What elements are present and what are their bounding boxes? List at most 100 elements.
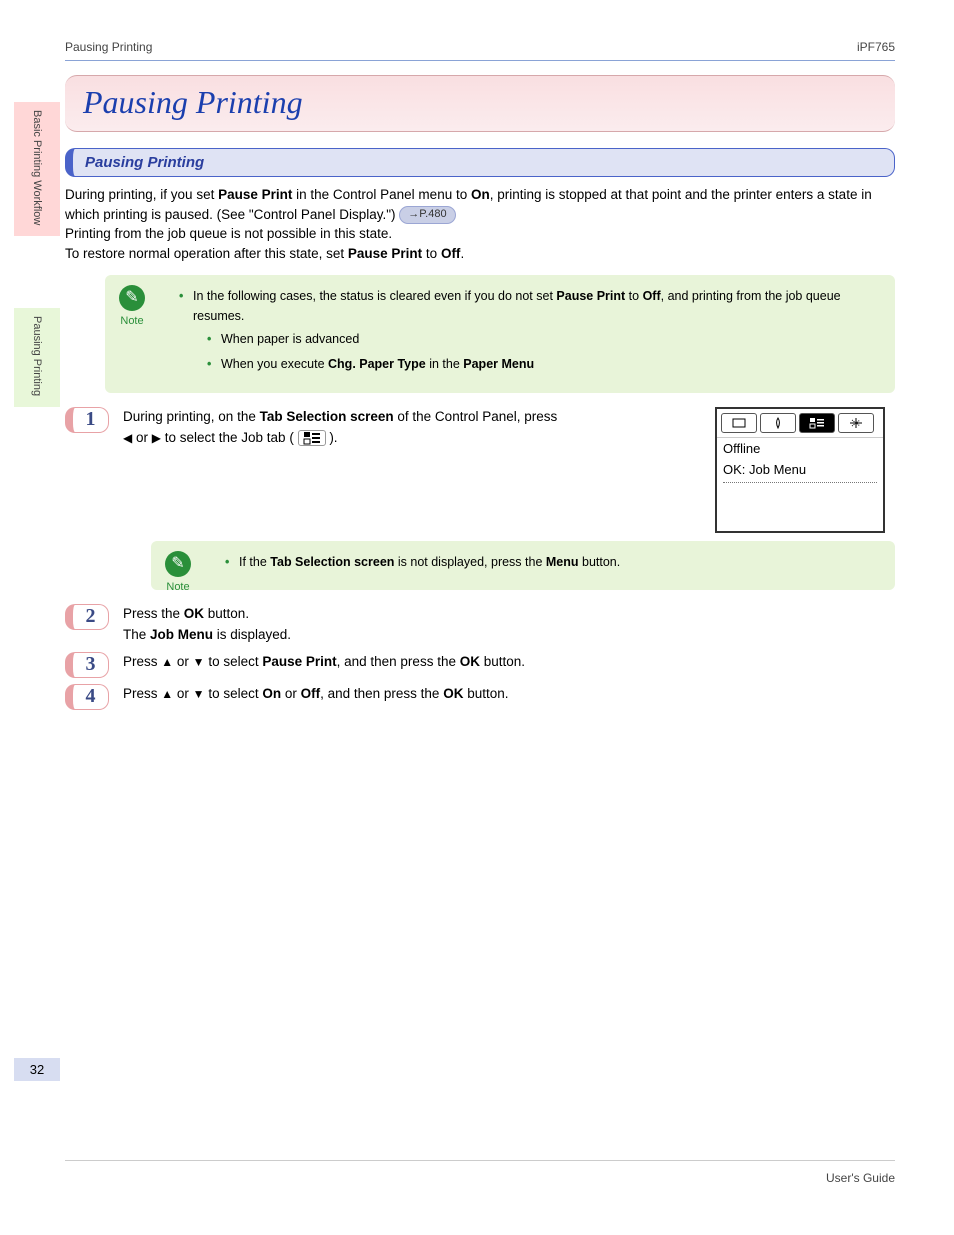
panel-tabs — [717, 409, 883, 438]
panel-divider — [723, 482, 877, 483]
note-icon: ✎ Note — [165, 551, 191, 596]
up-arrow-icon: ▲ — [161, 687, 173, 701]
text: In the following cases, the status is cl… — [193, 289, 556, 303]
text: button. — [579, 555, 621, 569]
footer-text: User's Guide — [65, 1160, 895, 1185]
chapter-title: Pausing Printing — [65, 75, 895, 132]
text-bold: Off — [643, 289, 661, 303]
step-number: 2 — [65, 604, 109, 630]
control-panel-figure: Offline OK: Job Menu — [715, 407, 885, 533]
up-arrow-icon: ▲ — [161, 655, 173, 669]
running-header-right: iPF765 — [857, 40, 895, 54]
note-sub-bullet: When paper is advanced — [207, 330, 881, 349]
text-bold: On — [262, 686, 281, 701]
step-body: During printing, on the Tab Selection sc… — [123, 407, 701, 449]
page-ref-link[interactable]: →P.480 — [399, 206, 455, 224]
panel-tab-icon — [838, 413, 874, 433]
text-bold: Chg. Paper Type — [328, 357, 426, 371]
text-bold: Pause Print — [218, 187, 292, 202]
page-number: 32 — [14, 1058, 60, 1081]
text: button. — [463, 686, 508, 701]
text: During printing, if you set — [65, 187, 218, 202]
section-title: Pausing Printing — [65, 148, 895, 177]
text-bold: Off — [441, 246, 461, 261]
text-bold: On — [471, 187, 490, 202]
text-bold: Tab Selection screen — [260, 409, 394, 424]
nav-tab-workflow[interactable]: Basic Printing Workflow — [14, 102, 60, 236]
text: or — [173, 686, 193, 701]
running-header: Pausing Printing iPF765 — [65, 40, 895, 61]
text: , and then press the — [337, 654, 460, 669]
text: is not displayed, press the — [394, 555, 545, 569]
text-bold: Paper Menu — [463, 357, 534, 371]
step-number: 3 — [65, 652, 109, 678]
text: or — [132, 430, 152, 445]
pencil-icon: ✎ — [165, 551, 191, 577]
note-bullet: If the Tab Selection screen is not displ… — [225, 553, 881, 572]
text: or — [173, 654, 193, 669]
text-bold: OK — [443, 686, 463, 701]
left-arrow-icon: ◀ — [123, 431, 132, 445]
panel-line-1: Offline — [717, 438, 883, 459]
step-3: 3 Press ▲ or ▼ to select Pause Print, an… — [65, 652, 895, 678]
text: . — [460, 246, 464, 261]
text: or — [281, 686, 301, 701]
text: To restore normal operation after this s… — [65, 246, 348, 261]
step-2: 2 Press the OK button. The Job Menu is d… — [65, 604, 895, 646]
text: button. — [204, 606, 249, 621]
text: , and then press the — [320, 686, 443, 701]
text-bold: OK — [460, 654, 480, 669]
text: The — [123, 627, 150, 642]
text-bold: Pause Print — [262, 654, 336, 669]
note-sub-bullet: When you execute Chg. Paper Type in the … — [207, 355, 881, 374]
note-icon: ✎ Note — [119, 285, 145, 330]
text: in the Control Panel menu to — [292, 187, 471, 202]
text: ). — [326, 430, 338, 445]
pencil-icon: ✎ — [119, 285, 145, 311]
panel-blank — [717, 485, 883, 531]
text-bold: Pause Print — [556, 289, 625, 303]
note-label: Note — [119, 313, 145, 330]
panel-tab-job-icon — [799, 413, 835, 433]
note-label: Note — [165, 579, 191, 596]
page-content: Pausing Printing iPF765 Pausing Printing… — [65, 40, 895, 716]
text: to — [625, 289, 642, 303]
running-header-left: Pausing Printing — [65, 40, 152, 54]
step-number: 1 — [65, 407, 109, 433]
text: to select the Job tab ( — [161, 430, 298, 445]
down-arrow-icon: ▼ — [193, 655, 205, 669]
text-bold: Menu — [546, 555, 579, 569]
text: Printing from the job queue is not possi… — [65, 226, 392, 241]
text-bold: Off — [301, 686, 321, 701]
job-tab-icon — [298, 430, 326, 446]
text: to select — [205, 686, 263, 701]
intro-paragraph: During printing, if you set Pause Print … — [65, 185, 895, 263]
text: Press the — [123, 606, 184, 621]
step-body: Press ▲ or ▼ to select On or Off, and th… — [123, 684, 895, 705]
text-bold: Tab Selection screen — [270, 555, 394, 569]
text-bold: OK — [184, 606, 204, 621]
text: button. — [480, 654, 525, 669]
panel-tab-icon — [721, 413, 757, 433]
note-box-2: ✎ Note If the Tab Selection screen is no… — [151, 541, 895, 590]
text: of the Control Panel, press — [394, 409, 558, 424]
text: in the — [426, 357, 464, 371]
text: is displayed. — [213, 627, 291, 642]
note-box-1: ✎ Note In the following cases, the statu… — [105, 275, 895, 393]
nav-tab-pausing[interactable]: Pausing Printing — [14, 308, 60, 407]
note-bullet: In the following cases, the status is cl… — [179, 287, 881, 375]
right-arrow-icon: ▶ — [152, 431, 161, 445]
down-arrow-icon: ▼ — [193, 687, 205, 701]
text: Press — [123, 686, 161, 701]
text: Press — [123, 654, 161, 669]
step-body: Press the OK button. The Job Menu is dis… — [123, 604, 895, 646]
step-number: 4 — [65, 684, 109, 710]
text-bold: Job Menu — [150, 627, 213, 642]
panel-line-2: OK: Job Menu — [717, 459, 883, 480]
nav-tab-pausing-label: Pausing Printing — [28, 308, 46, 404]
text: If the — [239, 555, 270, 569]
panel-tab-icon — [760, 413, 796, 433]
text: to select — [205, 654, 263, 669]
step-1: 1 During printing, on the Tab Selection … — [65, 407, 895, 533]
step-body: Press ▲ or ▼ to select Pause Print, and … — [123, 652, 895, 673]
